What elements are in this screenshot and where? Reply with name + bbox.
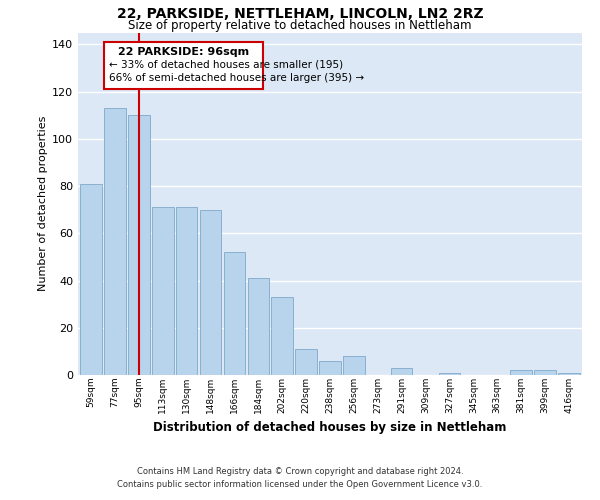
Bar (295, 349, 317, 375)
Y-axis label: Number of detached properties: Number of detached properties (38, 116, 48, 292)
Bar (534, 370, 556, 375)
Bar (224, 252, 245, 375)
Bar (128, 115, 149, 375)
Bar (152, 208, 173, 375)
Bar (176, 208, 197, 375)
Bar (439, 372, 460, 375)
Bar (271, 297, 293, 375)
Bar (319, 361, 341, 375)
Text: 22, PARKSIDE, NETTLEHAM, LINCOLN, LN2 2RZ: 22, PARKSIDE, NETTLEHAM, LINCOLN, LN2 2R… (116, 8, 484, 22)
Bar (104, 108, 126, 375)
Bar (104, 42, 263, 89)
Bar (558, 372, 580, 375)
Text: 22 PARKSIDE: 96sqm: 22 PARKSIDE: 96sqm (118, 46, 249, 56)
Bar (80, 184, 102, 375)
Bar (200, 210, 221, 375)
Bar (248, 278, 269, 375)
Bar (391, 368, 412, 375)
Text: ← 33% of detached houses are smaller (195): ← 33% of detached houses are smaller (19… (109, 60, 343, 70)
Text: Size of property relative to detached houses in Nettleham: Size of property relative to detached ho… (128, 18, 472, 32)
Bar (343, 356, 365, 375)
Text: 66% of semi-detached houses are larger (395) →: 66% of semi-detached houses are larger (… (109, 72, 364, 83)
X-axis label: Distribution of detached houses by size in Nettleham: Distribution of detached houses by size … (154, 421, 506, 434)
Bar (511, 370, 532, 375)
Text: Contains HM Land Registry data © Crown copyright and database right 2024.
Contai: Contains HM Land Registry data © Crown c… (118, 468, 482, 489)
